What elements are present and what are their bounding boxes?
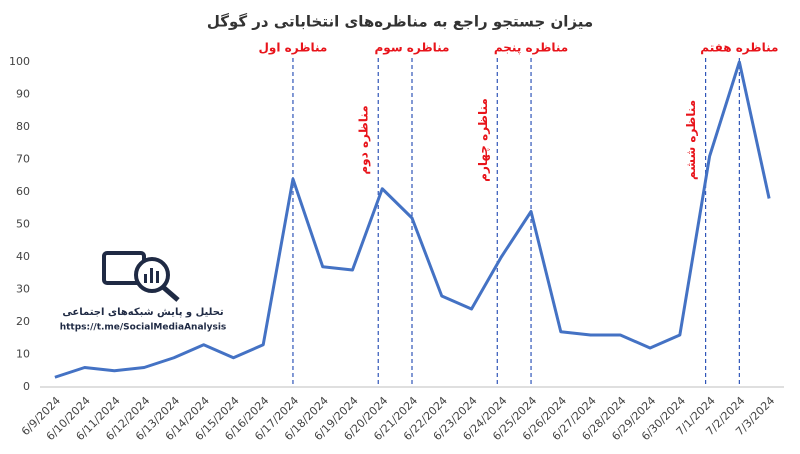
logo: تحلیل و پایش شبکه‌های اجتماعی https://t.… (60, 251, 227, 333)
y-tick-label: 60 (16, 185, 30, 198)
annotation-label: مناظره سوم (375, 41, 450, 56)
logo-icon (156, 271, 159, 283)
y-tick-label: 10 (16, 348, 30, 361)
y-tick-label: 30 (16, 283, 30, 296)
annotation-label: مناظره دوم (357, 105, 372, 174)
annotation-label: مناظره چهارم (476, 98, 491, 182)
y-tick-label: 90 (16, 88, 30, 101)
annotation-label: مناظره هفتم (700, 41, 778, 55)
y-tick-label: 100 (9, 55, 30, 68)
logo-url: https://t.me/SocialMediaAnalysis (60, 323, 227, 333)
y-tick-label: 40 (16, 250, 30, 263)
y-tick-label: 20 (16, 315, 30, 328)
y-tick-label: 50 (16, 218, 30, 231)
logo-icon (161, 285, 180, 302)
chart-title: میزان جستجو راجع به مناظره‌های انتخاباتی… (207, 13, 593, 31)
annotation-label: مناظره پنجم (494, 41, 568, 55)
logo-icon (144, 274, 147, 283)
logo-icon (150, 268, 153, 283)
y-tick-label: 80 (16, 120, 30, 133)
logo-title: تحلیل و پایش شبکه‌های اجتماعی (62, 307, 224, 318)
annotation-label: مناظره اول (259, 41, 328, 56)
y-tick-label: 0 (23, 380, 30, 393)
y-tick-label: 70 (16, 153, 30, 166)
annotation-label: مناظره ششم (684, 100, 698, 180)
data-line (54, 60, 771, 379)
